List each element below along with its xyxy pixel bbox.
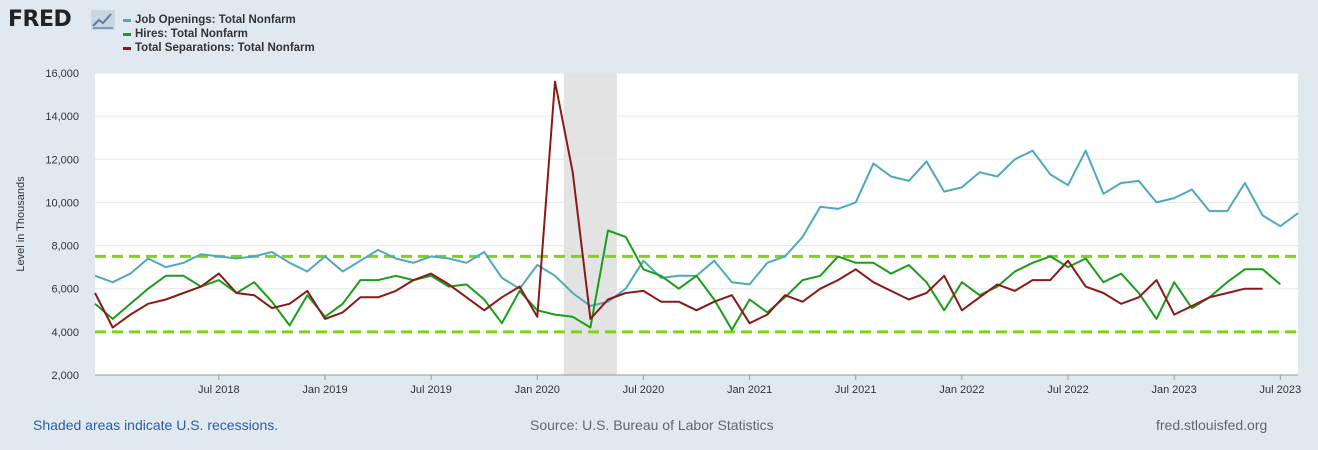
x-tick-label: Jul 2020	[623, 384, 665, 396]
x-tick-label: Jul 2023	[1260, 384, 1302, 396]
legend-label: Hires: Total Nonfarm	[135, 28, 248, 40]
y-tick-label: 10,000	[45, 197, 79, 209]
y-tick-label: 14,000	[45, 111, 79, 123]
recession-note: Shaded areas indicate U.S. recessions.	[33, 417, 279, 433]
y-tick-label: 2,000	[51, 370, 79, 382]
series-line	[94, 229, 1281, 331]
series-line	[94, 80, 1263, 329]
y-tick-label: 8,000	[51, 241, 79, 253]
legend-item: Job Openings: Total Nonfarm	[123, 13, 315, 27]
x-tick-label: Jul 2019	[410, 384, 452, 396]
x-tick-label: Jan 2019	[302, 384, 347, 396]
x-tick-label: Jan 2023	[1152, 384, 1197, 396]
x-tick-label: Jul 2022	[1047, 384, 1089, 396]
source-note: Source: U.S. Bureau of Labor Statistics	[530, 417, 774, 433]
y-tick-label: 4,000	[51, 327, 79, 339]
legend-item: Hires: Total Nonfarm	[123, 27, 315, 41]
y-tick-label: 6,000	[51, 284, 79, 296]
x-tick-label: Jul 2021	[835, 384, 877, 396]
chart-legend: Job Openings: Total Nonfarm Hires: Total…	[123, 13, 315, 55]
legend-swatch	[123, 47, 131, 50]
legend-item: Total Separations: Total Nonfarm	[123, 41, 315, 55]
legend-swatch	[123, 33, 131, 36]
x-tick-label: Jul 2018	[198, 384, 240, 396]
legend-label: Job Openings: Total Nonfarm	[135, 14, 296, 26]
y-axis-label: Level in Thousands	[15, 176, 27, 272]
y-tick-label: 12,000	[45, 154, 79, 166]
x-tick-label: Jan 2021	[727, 384, 772, 396]
legend-swatch	[123, 19, 131, 22]
fred-chart-icon	[91, 10, 115, 30]
y-tick-label: 16,000	[45, 68, 79, 80]
legend-label: Total Separations: Total Nonfarm	[135, 42, 315, 54]
recession-shade	[563, 73, 617, 375]
plot-area	[95, 73, 1298, 375]
fred-logo[interactable]: FRED	[8, 7, 72, 32]
x-tick-label: Jan 2020	[515, 384, 560, 396]
x-tick-label: Jan 2022	[939, 384, 984, 396]
site-link[interactable]: fred.stlouisfed.org	[1156, 417, 1268, 433]
